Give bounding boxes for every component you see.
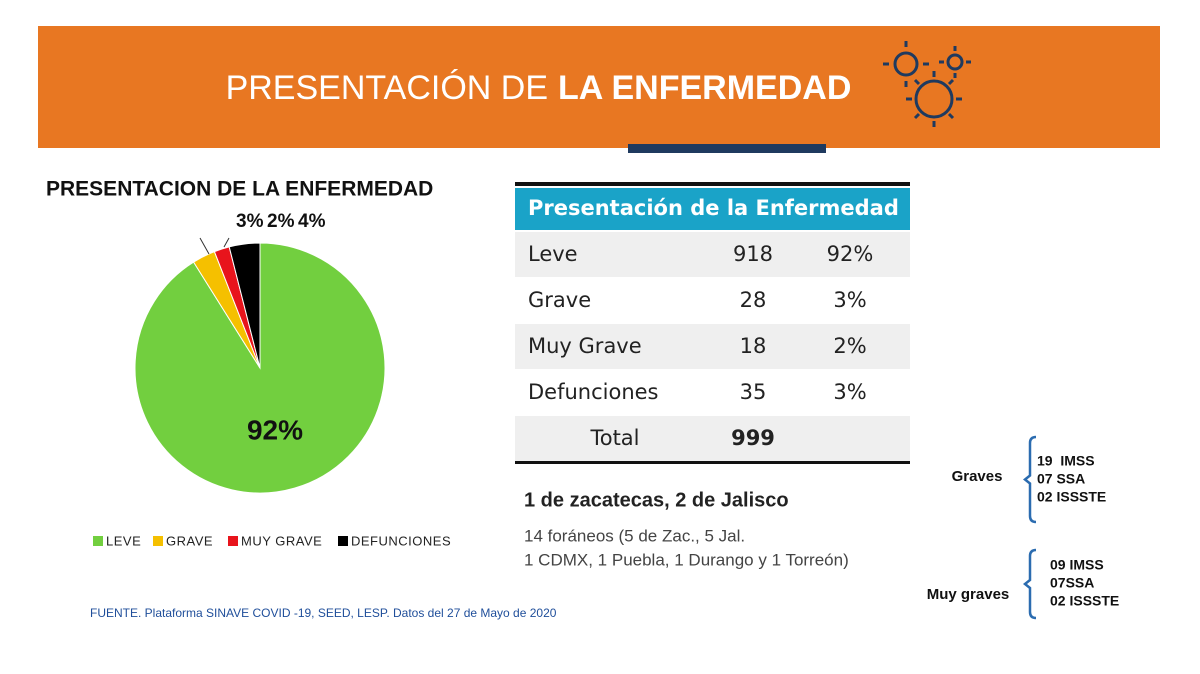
legend-swatch — [153, 536, 163, 546]
source: FUENTE. Plataforma SINAVE COVID -19, SEE… — [90, 606, 557, 620]
legend-label: MUY GRAVE — [241, 533, 322, 548]
slice-label: 3% — [236, 211, 264, 232]
table-cell: 3% — [833, 380, 866, 404]
table-cell: Leve — [528, 242, 578, 266]
table-cell: 18 — [740, 334, 767, 358]
legend-swatch — [93, 536, 103, 546]
table-title: Presentación de la Enfermedad — [528, 196, 899, 220]
header-title-light: PRESENTACIÓN DE — [226, 69, 548, 107]
legend-label: GRAVE — [166, 533, 213, 548]
header-accent — [628, 144, 826, 153]
group-label: Muy graves — [927, 586, 1010, 603]
legend-swatch — [338, 536, 348, 546]
group-item: 07 SSA — [1037, 471, 1085, 487]
group-item: 09 IMSS — [1050, 557, 1104, 573]
table-row-bg — [515, 416, 910, 461]
virus-icon — [883, 41, 971, 127]
header-title-bold: LA ENFERMEDAD — [558, 69, 851, 107]
pie-slice — [228, 242, 261, 369]
table-cell: Muy Grave — [528, 334, 642, 358]
table-cell: 35 — [740, 380, 767, 404]
header-band — [38, 26, 1160, 148]
group-item: 07SSA — [1050, 575, 1094, 591]
table-row-bg — [515, 324, 910, 369]
table-cell: 3% — [833, 288, 866, 312]
slice-label: 92% — [247, 414, 303, 445]
table-cell: Total — [589, 426, 639, 450]
notes-line: 1 CDMX, 1 Puebla, 1 Durango y 1 Torreón) — [524, 550, 849, 569]
slice-label: 2% — [267, 211, 295, 232]
table-header — [515, 188, 910, 230]
legend: LEVE GRAVE MUY GRAVE DEFUNCIONES — [93, 533, 451, 548]
groups: Graves 19 IMSS 07 SSA 02 ISSSTE Muy graves 09… — [927, 435, 1119, 620]
table-cell: 92% — [827, 242, 874, 266]
group-label: Graves — [952, 468, 1003, 485]
table-rule — [515, 461, 910, 464]
group-item: 19 IMSS — [1037, 453, 1095, 469]
table-cell: 918 — [733, 242, 773, 266]
bracket — [1022, 435, 1037, 524]
legend-label: LEVE — [106, 533, 141, 548]
legend-label: DEFUNCIONES — [351, 533, 451, 548]
table-cell: 999 — [731, 426, 775, 450]
table-cell: Grave — [528, 288, 591, 312]
group-item: 02 ISSSTE — [1037, 489, 1106, 505]
leader-line — [199, 237, 230, 255]
table-cell: 28 — [740, 288, 767, 312]
slice-label: 4% — [298, 211, 326, 232]
pie: 92% 3% 2% 4% — [134, 211, 386, 494]
group-item: 02 ISSSTE — [1050, 593, 1119, 609]
table-cell: Defunciones — [528, 380, 659, 404]
table: Presentación de la Enfermedad Leve 918 92% G… — [515, 182, 910, 464]
notes-heading: 1 de zacatecas, 2 de Jalisco — [524, 489, 789, 511]
chart-title: PRESENTACION DE LA ENFERMEDAD — [46, 178, 433, 201]
legend-swatch — [228, 536, 238, 546]
table-cell: 2% — [833, 334, 866, 358]
table-row-bg — [515, 232, 910, 277]
table-rule — [515, 182, 910, 186]
notes-line: 14 foráneos (5 de Zac., 5 Jal. — [524, 526, 745, 545]
bracket — [1022, 548, 1037, 620]
